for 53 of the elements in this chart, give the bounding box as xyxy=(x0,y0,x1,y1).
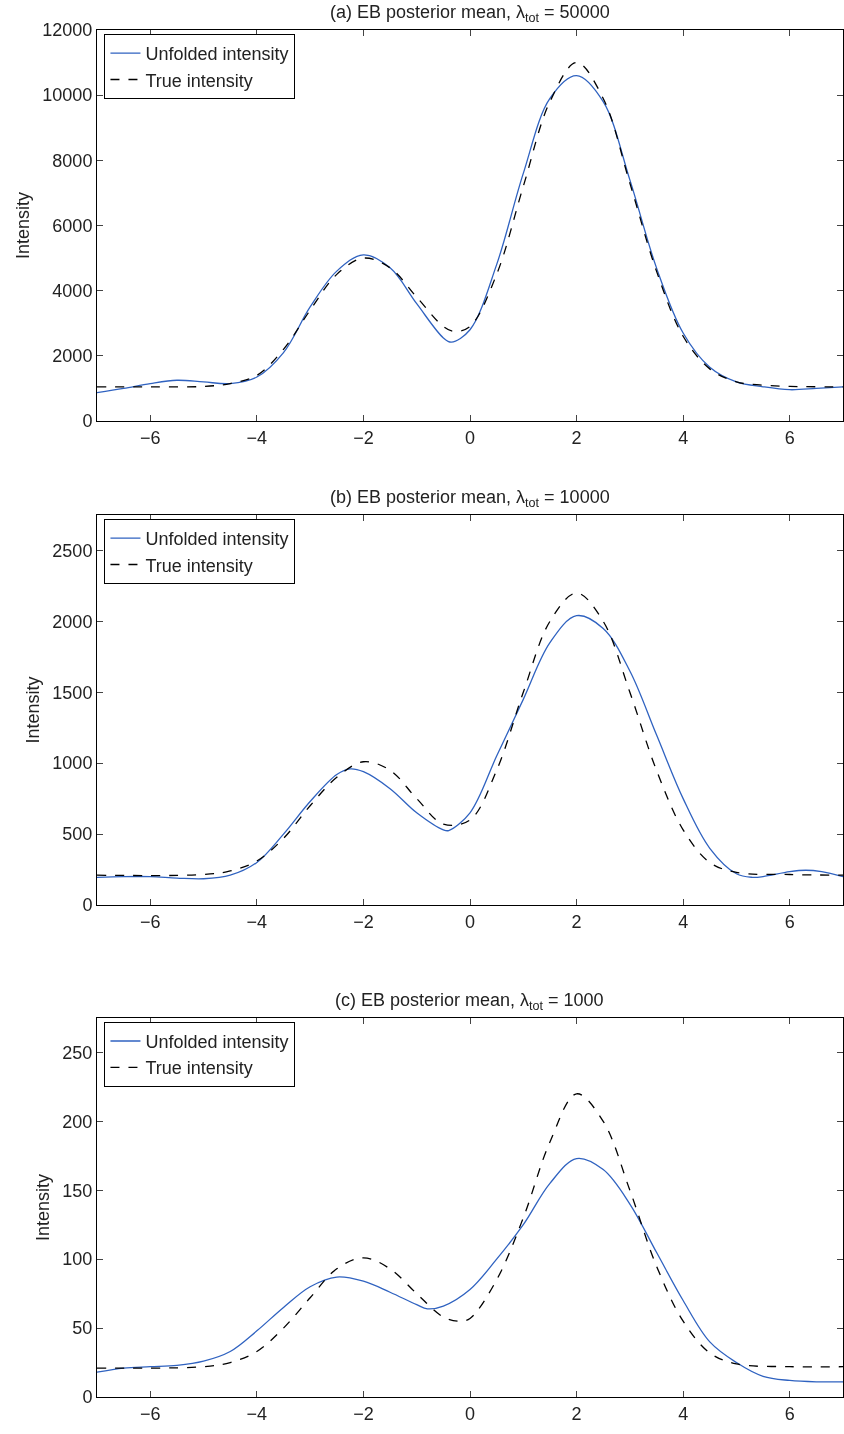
x-tick-label: −6 xyxy=(140,1403,161,1424)
y-tick-label: 250 xyxy=(62,1042,93,1063)
x-tick-label: −4 xyxy=(246,1403,268,1424)
y-axis-title: Intensity xyxy=(32,1173,53,1242)
y-tick-label: 0 xyxy=(82,895,93,916)
legend-label: True intensity xyxy=(145,1058,253,1079)
x-tick-label: 6 xyxy=(784,911,795,932)
y-tick-label: 2000 xyxy=(52,611,93,632)
x-tick-label: 0 xyxy=(464,1403,476,1424)
chart-title: (b) EB posterior mean, λ$_{tot}$ = 10000 xyxy=(330,487,610,510)
y-tick-label: 0 xyxy=(82,411,93,432)
y-tick-label: 1500 xyxy=(52,682,93,703)
y-tick-label: 8000 xyxy=(52,150,93,171)
y-tick-label: 1000 xyxy=(52,753,93,774)
x-tick-label: 2 xyxy=(571,427,582,448)
y-axis-title: Intensity xyxy=(12,191,33,260)
y-axis-title: Intensity xyxy=(22,676,43,744)
legend-label: True intensity xyxy=(145,555,253,576)
x-tick-label: −4 xyxy=(246,911,268,932)
chart-title: (a) EB posterior mean, λ$_{tot}$ = 50000 xyxy=(330,2,610,25)
y-tick-label: 50 xyxy=(72,1318,93,1339)
y-tick-label: 2000 xyxy=(52,346,93,367)
chart-title: (c) EB posterior mean, λ$_{tot}$ = 1000 xyxy=(335,990,604,1013)
x-tick-label: −6 xyxy=(140,427,161,448)
line-series xyxy=(97,1157,843,1383)
x-tick-label: 2 xyxy=(571,1403,582,1424)
x-tick-label: 4 xyxy=(678,1403,689,1424)
x-tick-label: 6 xyxy=(784,427,795,448)
y-tick-label: 200 xyxy=(62,1111,93,1132)
y-tick-label: 10000 xyxy=(42,85,93,106)
y-tick-label: 6000 xyxy=(52,215,93,236)
x-tick-label: −4 xyxy=(246,427,268,448)
y-tick-label: 2500 xyxy=(52,540,93,561)
x-tick-label: 6 xyxy=(784,1403,795,1424)
y-tick-label: 4000 xyxy=(52,280,93,301)
y-tick-label: 150 xyxy=(62,1180,93,1201)
y-tick-label: 100 xyxy=(62,1249,93,1270)
x-tick-label: −2 xyxy=(353,427,374,448)
x-tick-label: 0 xyxy=(464,911,476,932)
x-tick-label: 4 xyxy=(678,911,689,932)
y-tick-label: 0 xyxy=(82,1387,93,1408)
legend-label: Unfolded intensity xyxy=(145,529,289,550)
legend-label: True intensity xyxy=(145,70,253,91)
x-tick-label: −2 xyxy=(353,1403,374,1424)
x-tick-label: 2 xyxy=(571,911,582,932)
x-tick-label: 0 xyxy=(464,427,476,448)
x-tick-label: −2 xyxy=(353,911,374,932)
legend-label: Unfolded intensity xyxy=(145,1032,289,1053)
legend-label: Unfolded intensity xyxy=(145,44,289,65)
x-tick-label: 4 xyxy=(678,427,689,448)
y-tick-label: 12000 xyxy=(42,20,93,41)
y-tick-label: 500 xyxy=(62,824,93,845)
x-tick-label: −6 xyxy=(140,911,161,932)
